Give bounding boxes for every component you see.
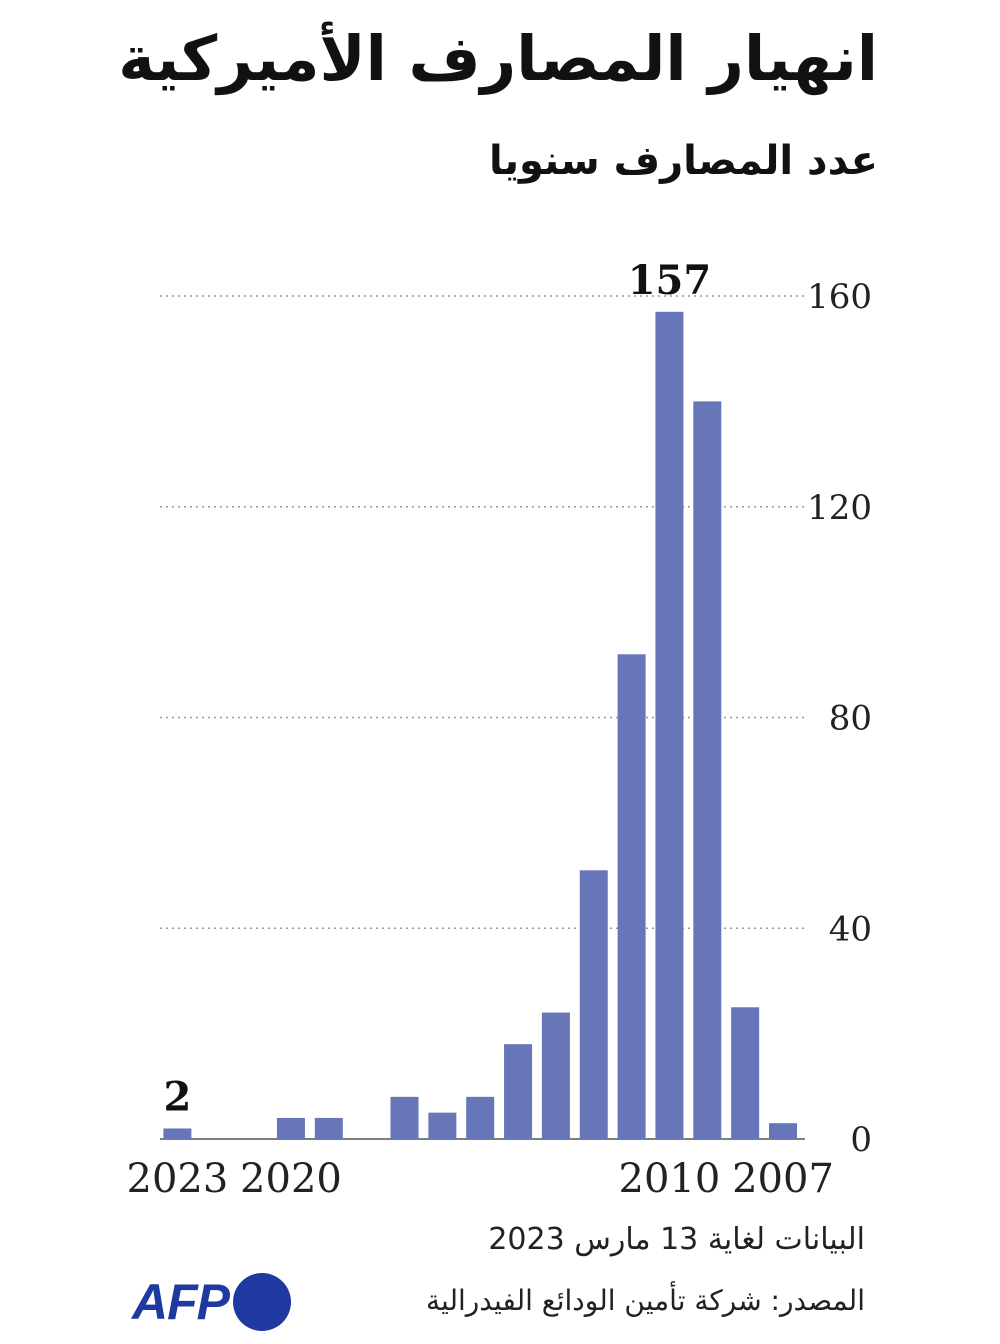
source-note: المصدر: شركة تأمين الودائع الفيدرالية xyxy=(425,1284,865,1317)
afp-logo-dot-icon xyxy=(233,1273,291,1331)
y-tick-label: 120 xyxy=(807,488,872,528)
bar xyxy=(466,1096,495,1139)
bar xyxy=(769,1123,797,1139)
bar xyxy=(693,401,722,1139)
bar xyxy=(579,870,608,1139)
afp-logo: AFP xyxy=(132,1270,291,1334)
bar xyxy=(655,311,684,1139)
bar xyxy=(428,1112,457,1139)
bar xyxy=(276,1117,305,1139)
data-note: البيانات لغاية 13 مارس 2023 xyxy=(488,1222,865,1257)
chart-title: انهيار المصارف الأميركية xyxy=(118,22,878,95)
chart-subtitle: عدد المصارف سنويا xyxy=(488,138,878,184)
x-tick-label: 2010 xyxy=(619,1156,721,1202)
afp-logo-text: AFP xyxy=(132,1274,230,1330)
bar xyxy=(163,1128,192,1139)
bar xyxy=(617,654,646,1139)
y-tick-label: 40 xyxy=(829,909,872,949)
y-tick-label: 0 xyxy=(850,1120,872,1160)
bar xyxy=(731,1007,760,1139)
data-label: 2 xyxy=(163,1073,191,1120)
y-tick-label: 80 xyxy=(829,699,872,739)
y-tick-label: 160 xyxy=(807,277,872,317)
bar xyxy=(504,1044,533,1139)
x-tick-label: 2007 xyxy=(732,1156,834,1202)
bar xyxy=(541,1012,570,1139)
x-tick-label: 2023 xyxy=(127,1156,229,1202)
bar xyxy=(390,1096,419,1139)
data-label: 157 xyxy=(628,257,712,304)
bar xyxy=(314,1117,343,1139)
x-tick-label: 2020 xyxy=(240,1156,342,1202)
